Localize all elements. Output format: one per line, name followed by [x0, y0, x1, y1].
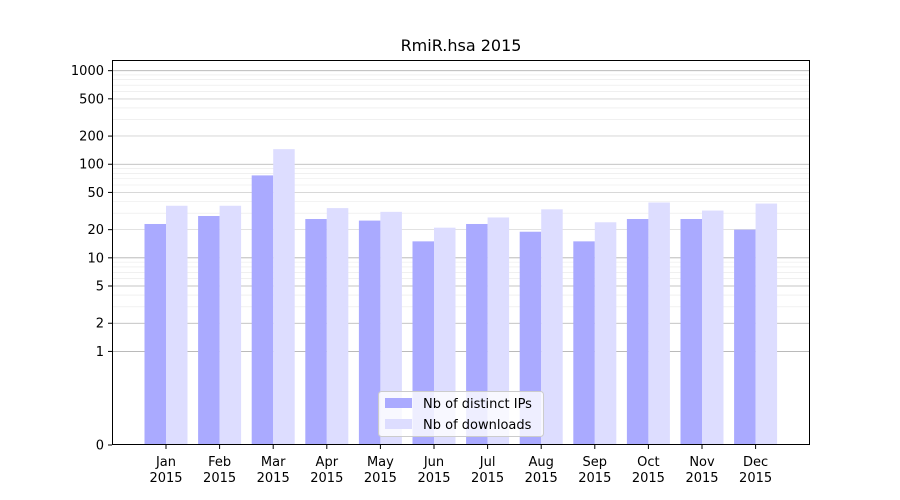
y-tick-label: 10	[87, 251, 104, 266]
bar-downloads	[541, 209, 563, 445]
y-tick-label: 50	[87, 186, 104, 201]
bar-downloads	[434, 227, 456, 445]
bar-distinct-ips	[251, 175, 274, 445]
x-tick-label-year: 2015	[149, 471, 182, 486]
y-tick-label: 100	[79, 158, 104, 173]
bar-downloads	[166, 205, 188, 445]
y-tick-label: 5	[96, 280, 104, 295]
x-axis: Jan2015Feb2015Mar2015Apr2015May2015Jun20…	[149, 445, 772, 486]
bar-downloads	[380, 211, 402, 445]
legend-label-downloads: Nb of downloads	[423, 418, 532, 433]
bar-downloads	[755, 203, 778, 445]
bar-downloads	[702, 210, 724, 445]
bar-distinct-ips	[305, 219, 327, 445]
legend-swatch-downloads	[385, 419, 412, 429]
legend-box	[378, 391, 544, 437]
bar-distinct-ips	[198, 215, 220, 445]
bar-downloads	[487, 217, 510, 445]
bar-distinct-ips	[466, 223, 488, 445]
x-tick-label-year: 2015	[578, 471, 611, 486]
y-tick-label: 20	[87, 223, 104, 238]
bar-distinct-ips	[573, 241, 595, 445]
x-tick-label-year: 2015	[310, 471, 343, 486]
x-tick-label-year: 2015	[632, 471, 665, 486]
x-tick-label-year: 2015	[525, 471, 558, 486]
x-tick-label-year: 2015	[471, 471, 504, 486]
bar-distinct-ips	[626, 219, 649, 445]
x-tick-label-month: Dec	[743, 455, 768, 470]
bar-downloads	[326, 208, 349, 445]
y-axis: 0 1 2 5 10 20 50 100 200 500 1000	[71, 64, 112, 454]
y-tick-label: 1000	[71, 64, 104, 79]
bar-downloads	[648, 202, 670, 445]
x-tick-label-year: 2015	[739, 471, 772, 486]
x-tick-label-month: Nov	[689, 455, 715, 470]
x-tick-label-month: Jan	[155, 455, 176, 470]
x-tick-label-month: Sep	[583, 455, 608, 470]
x-tick-label-month: Jul	[479, 455, 496, 470]
x-tick-label-month: Mar	[261, 455, 286, 470]
y-tick-label: 500	[79, 92, 104, 107]
x-tick-label-month: Aug	[529, 455, 554, 470]
bar-downloads	[219, 205, 242, 445]
y-tick-label: 200	[79, 130, 104, 145]
plot-frame	[112, 60, 810, 445]
x-tick-label-year: 2015	[203, 471, 236, 486]
x-tick-label-month: Jun	[423, 455, 444, 470]
x-tick-label-month: Oct	[637, 455, 659, 470]
bar-distinct-ips	[734, 229, 756, 445]
bar-distinct-ips	[144, 223, 166, 445]
legend: Nb of distinct IPs Nb of downloads	[378, 391, 544, 437]
x-tick-label-year: 2015	[417, 471, 450, 486]
bar-downloads	[273, 149, 295, 445]
x-tick-label-year: 2015	[364, 471, 397, 486]
bar-distinct-ips	[680, 219, 702, 445]
x-tick-label-month: Feb	[208, 455, 231, 470]
chart-title: RmiR.hsa 2015	[401, 36, 522, 55]
y-tick-label: 1	[96, 345, 104, 360]
y-tick-label: 2	[96, 317, 104, 332]
bar-downloads	[594, 222, 617, 445]
bar-distinct-ips	[358, 220, 381, 445]
legend-swatch-ips	[385, 398, 412, 408]
x-tick-label-month: Apr	[316, 455, 339, 470]
y-tick-label: 0	[96, 439, 104, 454]
x-tick-label-year: 2015	[685, 471, 718, 486]
x-tick-label-year: 2015	[257, 471, 290, 486]
x-tick-label-month: May	[367, 455, 394, 470]
legend-label-ips: Nb of distinct IPs	[423, 397, 532, 412]
